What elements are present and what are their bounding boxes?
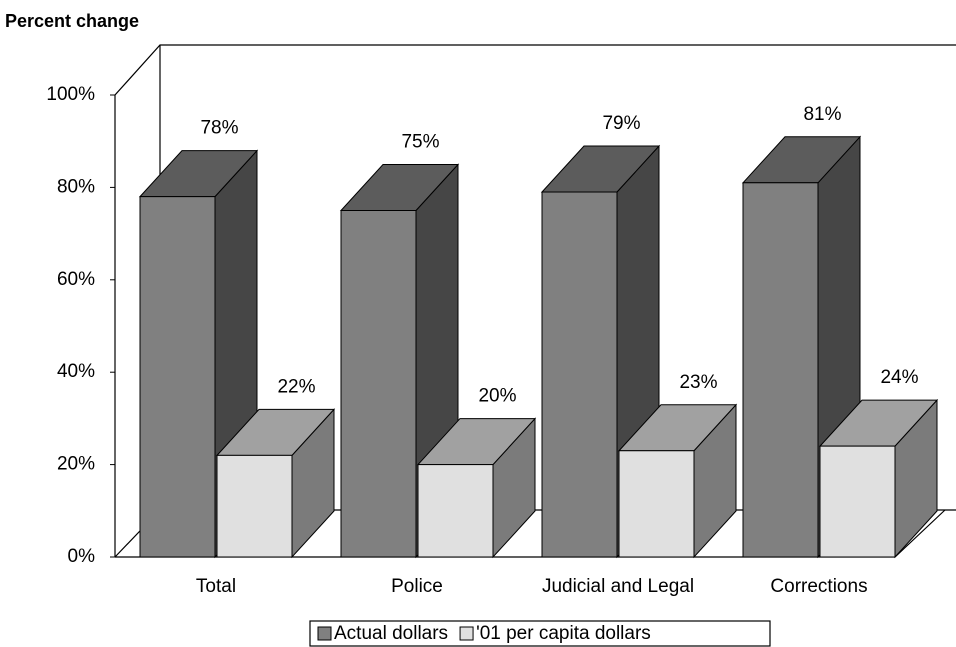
x-tick-label: Police: [391, 576, 443, 597]
bar: [417, 464, 494, 558]
y-tick-label: 20%: [57, 454, 95, 475]
chart-title: Percent change: [5, 11, 139, 31]
value-label: 78%: [200, 118, 238, 139]
y-tick-label: 0%: [68, 546, 96, 567]
x-tick-label: Total: [196, 576, 236, 597]
value-label: 22%: [277, 376, 315, 397]
y-tick-label: 60%: [57, 269, 95, 290]
y-tick-label: 80%: [57, 176, 95, 197]
bar: [618, 450, 695, 558]
y-tick-label: 100%: [46, 84, 95, 105]
legend: [309, 620, 771, 647]
x-tick-label: Judicial and Legal: [542, 576, 694, 597]
legend-swatch: [317, 626, 332, 641]
value-label: 24%: [880, 367, 918, 388]
bar: [819, 445, 896, 558]
value-label: 23%: [679, 372, 717, 393]
legend-label: Actual dollars: [334, 623, 448, 644]
y-tick-label: 40%: [57, 361, 95, 382]
value-label: 75%: [401, 132, 439, 153]
legend-swatch: [459, 626, 474, 641]
legend-label: '01 per capita dollars: [476, 623, 651, 644]
value-label: 20%: [478, 386, 516, 407]
bar: [541, 191, 618, 558]
wall-outline: [114, 44, 956, 557]
bar: [139, 196, 216, 558]
x-tick-label: Corrections: [770, 576, 867, 597]
value-label: 81%: [803, 104, 841, 125]
value-label: 79%: [602, 113, 640, 134]
bar: [742, 182, 819, 558]
bar: [216, 454, 293, 558]
bar: [340, 210, 417, 558]
